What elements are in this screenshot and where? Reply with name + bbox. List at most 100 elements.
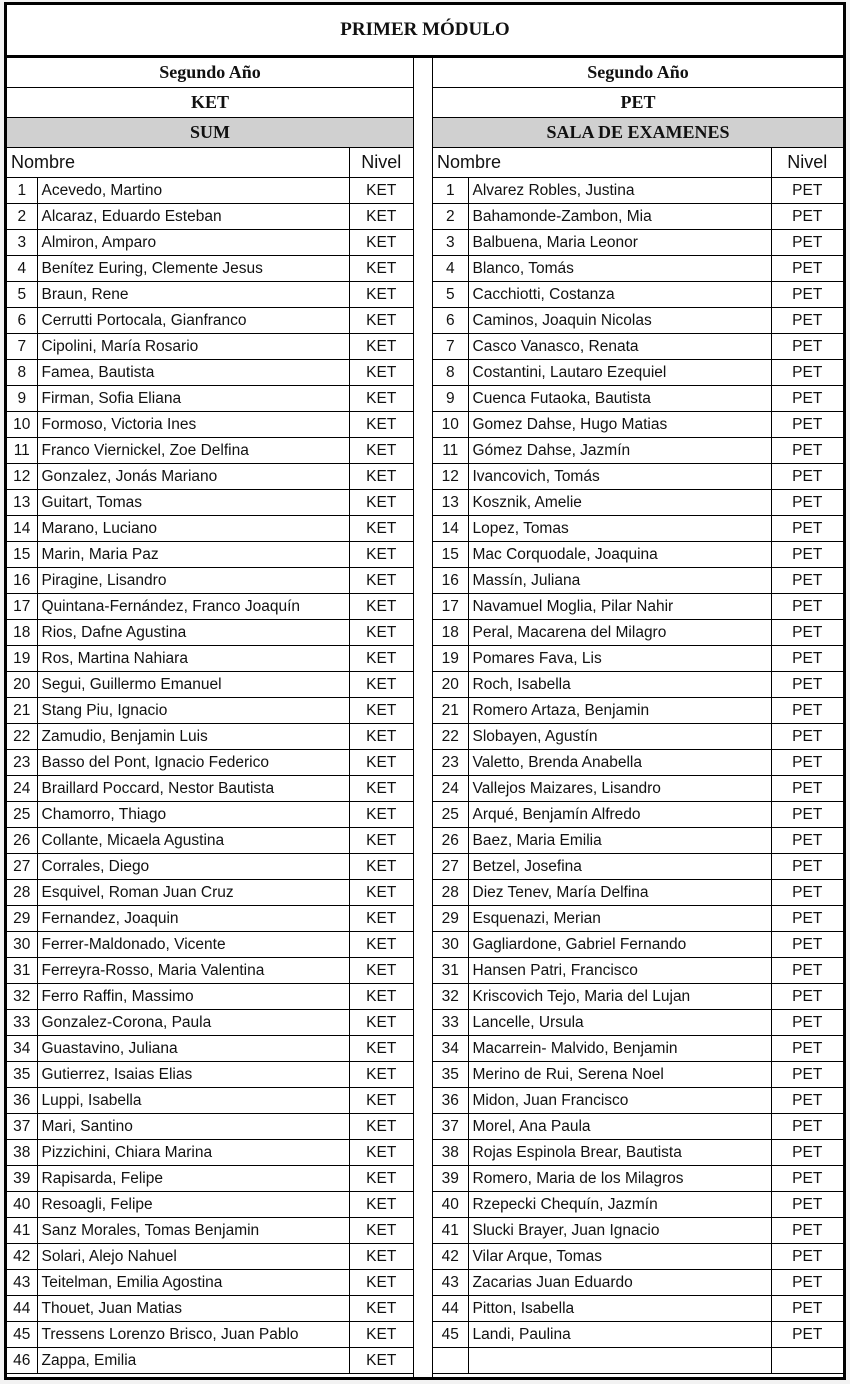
row-number: 40 (433, 1191, 469, 1218)
level-cell: KET (348, 853, 413, 880)
row-number: 18 (433, 619, 469, 646)
student-name: Pomares Fava, Lis (467, 645, 772, 672)
table-row: 11 Franco Viernickel, Zoe Delfina KET (7, 437, 413, 464)
pet-table: Nombre Nivel 1 Alvarez Robles, Justina PET… (433, 148, 843, 1374)
row-number: 43 (433, 1269, 469, 1296)
level-cell: KET (348, 385, 413, 412)
table-row: 21 Stang Piu, Ignacio KET (7, 697, 413, 724)
table-row: 24 Vallejos Maizares, Lisandro PET (433, 775, 843, 802)
table-row: 12 Gonzalez, Jonás Mariano KET (7, 463, 413, 490)
level-cell: KET (348, 1295, 413, 1322)
table-row: 9 Cuenca Futaoka, Bautista PET (433, 385, 843, 412)
row-number: 25 (433, 801, 469, 828)
student-name: Cipolini, María Rosario (36, 333, 350, 360)
table-row: 22 Slobayen, Agustín PET (433, 723, 843, 750)
student-name: Lancelle, Ursula (467, 1009, 772, 1036)
table-row: 46 Zappa, Emilia KET (7, 1347, 413, 1374)
student-name: Roch, Isabella (467, 671, 772, 698)
row-number: 32 (7, 983, 38, 1010)
row-number: 30 (433, 931, 469, 958)
student-name: Hansen Patri, Francisco (467, 957, 772, 984)
row-number: 33 (7, 1009, 38, 1036)
level-cell: PET (770, 255, 843, 282)
row-number: 44 (433, 1295, 469, 1322)
row-number: 35 (7, 1061, 38, 1088)
exam-header: PET (433, 88, 843, 118)
table-row: 24 Braillard Poccard, Nestor Bautista KET (7, 775, 413, 802)
table-row: 45 Tressens Lorenzo Brisco, Juan Pablo KET (7, 1321, 413, 1348)
table-row: 38 Rojas Espinola Brear, Bautista PET (433, 1139, 843, 1166)
table-row: 31 Ferreyra-Rosso, Maria Valentina KET (7, 957, 413, 984)
row-number: 44 (7, 1295, 38, 1322)
level-cell: PET (770, 281, 843, 308)
table-row: 44 Thouet, Juan Matias KET (7, 1295, 413, 1322)
table-row: 1 Alvarez Robles, Justina PET (433, 177, 843, 204)
student-name: Costantini, Lautaro Ezequiel (467, 359, 772, 386)
student-name: Guitart, Tomas (36, 489, 350, 516)
student-name: Gonzalez, Jonás Mariano (36, 463, 350, 490)
table-row: 29 Esquenazi, Merian PET (433, 905, 843, 932)
row-number: 45 (7, 1321, 38, 1348)
level-cell: PET (770, 723, 843, 750)
student-name: Slobayen, Agustín (467, 723, 772, 750)
student-name: Gutierrez, Isaias Elias (36, 1061, 350, 1088)
level-cell: PET (770, 333, 843, 360)
table-row: 43 Teitelman, Emilia Agostina KET (7, 1269, 413, 1296)
level-cell: PET (770, 411, 843, 438)
student-name: Corrales, Diego (36, 853, 350, 880)
student-name: Solari, Alejo Nahuel (36, 1243, 350, 1270)
level-cell: KET (348, 281, 413, 308)
page-title: PRIMER MÓDULO (7, 5, 843, 58)
row-number: 7 (433, 333, 469, 360)
student-name: Ferreyra-Rosso, Maria Valentina (36, 957, 350, 984)
student-name: Almiron, Amparo (36, 229, 350, 256)
level-cell: PET (770, 1217, 843, 1244)
level-cell: KET (348, 1217, 413, 1244)
row-number: 12 (433, 463, 469, 490)
student-name: Alvarez Robles, Justina (467, 177, 772, 204)
level-cell: PET (770, 1087, 843, 1114)
student-name: Vallejos Maizares, Lisandro (467, 775, 772, 802)
row-number: 27 (7, 853, 38, 880)
table-row: 1 Acevedo, Martino KET (7, 177, 413, 204)
table-row: 34 Guastavino, Juliana KET (7, 1035, 413, 1062)
level-cell: KET (348, 1061, 413, 1088)
pet-roster: Segundo Año PET SALA DE EXAMENES Nombre … (433, 58, 843, 1374)
table-row: 41 Slucki Brayer, Juan Ignacio PET (433, 1217, 843, 1244)
level-cell: PET (770, 1321, 843, 1348)
row-number: 14 (433, 515, 469, 542)
table-row: 9 Firman, Sofia Eliana KET (7, 385, 413, 412)
student-name: Peral, Macarena del Milagro (467, 619, 772, 646)
level-cell: PET (770, 775, 843, 802)
student-name: Acevedo, Martino (36, 177, 350, 204)
level-cell: KET (348, 229, 413, 256)
level-cell: KET (348, 1087, 413, 1114)
row-number: 19 (7, 645, 38, 672)
row-number: 41 (433, 1217, 469, 1244)
student-name: Vilar Arque, Tomas (467, 1243, 772, 1270)
row-number: 1 (7, 177, 38, 204)
student-name: Massín, Juliana (467, 567, 772, 594)
level-cell (770, 1347, 843, 1374)
student-name: Marano, Luciano (36, 515, 350, 542)
level-cell: KET (348, 697, 413, 724)
row-number: 24 (433, 775, 469, 802)
table-row: 29 Fernandez, Joaquin KET (7, 905, 413, 932)
ket-table: Nombre Nivel 1 Acevedo, Martino KET 2 Alcara… (7, 148, 413, 1374)
level-cell: PET (770, 1139, 843, 1166)
level-cell: PET (770, 541, 843, 568)
row-number: 29 (7, 905, 38, 932)
student-name: Zamudio, Benjamin Luis (36, 723, 350, 750)
table-row: 5 Braun, Rene KET (7, 281, 413, 308)
table-row: 19 Pomares Fava, Lis PET (433, 645, 843, 672)
table-row: 27 Corrales, Diego KET (7, 853, 413, 880)
row-number: 4 (7, 255, 38, 282)
row-number: 22 (433, 723, 469, 750)
row-number: 14 (7, 515, 38, 542)
student-name: Thouet, Juan Matias (36, 1295, 350, 1322)
student-name: Gagliardone, Gabriel Fernando (467, 931, 772, 958)
table-row: 37 Morel, Ana Paula PET (433, 1113, 843, 1140)
row-number: 38 (7, 1139, 38, 1166)
level-cell: PET (770, 879, 843, 906)
student-name: Arqué, Benjamín Alfredo (467, 801, 772, 828)
